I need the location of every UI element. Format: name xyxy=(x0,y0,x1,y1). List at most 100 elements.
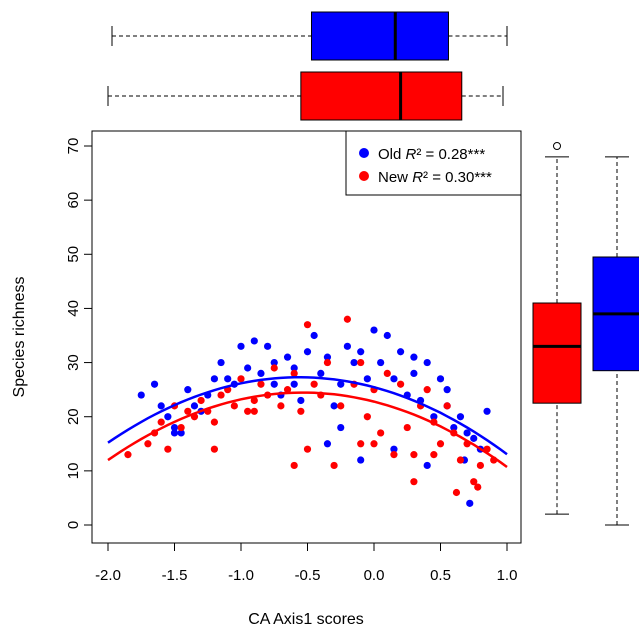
point-old xyxy=(317,369,325,377)
point-new xyxy=(244,407,252,415)
x-axis-title: CA Axis1 scores xyxy=(248,611,364,628)
point-new xyxy=(403,423,411,432)
point-new xyxy=(357,440,365,448)
point-old xyxy=(290,380,298,388)
y-axis-title: Species richness xyxy=(11,277,28,398)
legend-marker-old xyxy=(359,148,369,158)
point-old xyxy=(264,342,272,350)
fit-curve-new xyxy=(107,391,508,469)
point-new xyxy=(124,451,132,459)
legend-label-new: New R² = 0.30*** xyxy=(378,169,492,186)
fit-curve-old xyxy=(107,376,508,456)
point-old xyxy=(410,353,418,361)
point-new xyxy=(423,386,431,394)
point-old xyxy=(337,380,345,388)
point-old xyxy=(224,375,232,383)
point-new xyxy=(290,461,298,470)
point-new xyxy=(197,396,205,405)
box-new xyxy=(300,71,463,121)
fit-curves xyxy=(107,376,508,469)
box-new xyxy=(532,302,582,404)
point-old xyxy=(270,358,278,367)
x-tick-label: 0.5 xyxy=(430,567,451,584)
point-old xyxy=(357,456,365,464)
y-tick-label: 20 xyxy=(65,408,82,425)
point-new xyxy=(410,451,418,459)
point-old xyxy=(190,402,199,410)
point-old xyxy=(330,402,338,410)
point-new xyxy=(476,461,484,470)
point-new xyxy=(144,440,152,448)
point-old xyxy=(470,434,478,442)
point-new xyxy=(277,402,285,410)
point-old xyxy=(463,429,471,437)
point-old xyxy=(137,391,145,399)
x-tick-label: -1.5 xyxy=(162,567,188,584)
point-new xyxy=(337,402,345,410)
legend-marker-new xyxy=(359,171,369,181)
x-axis: -2.0 -1.5 -1.0 -0.5 0.0 0.5 1.0 xyxy=(95,542,518,584)
point-old xyxy=(370,326,378,334)
point-old xyxy=(303,348,312,356)
box-old xyxy=(310,11,449,61)
point-new xyxy=(443,402,451,410)
point-new xyxy=(470,478,478,486)
point-old xyxy=(450,423,458,432)
point-new xyxy=(303,445,312,453)
y-tick-label: 70 xyxy=(65,138,82,155)
x-tick-label: 0.0 xyxy=(364,567,385,584)
x-marginal-boxplots xyxy=(107,11,508,121)
point-old xyxy=(177,429,185,437)
point-old xyxy=(323,440,332,448)
point-new xyxy=(383,369,391,377)
point-old xyxy=(350,358,358,367)
x-tick-label: -1.0 xyxy=(228,567,254,584)
point-old xyxy=(164,413,172,421)
point-old xyxy=(283,353,292,361)
point-new xyxy=(343,315,351,323)
point-new xyxy=(377,429,385,437)
point-new xyxy=(410,478,418,486)
point-new xyxy=(474,483,482,491)
point-old xyxy=(443,386,451,394)
point-old xyxy=(423,461,431,470)
point-new xyxy=(290,369,298,377)
point-old xyxy=(297,396,305,405)
point-old xyxy=(363,375,371,383)
point-old xyxy=(150,380,159,388)
point-new xyxy=(230,402,238,410)
point-old xyxy=(390,445,398,453)
y-tick-label: 40 xyxy=(65,300,82,317)
point-new xyxy=(177,423,185,432)
point-new xyxy=(323,358,332,367)
point-old xyxy=(466,499,474,507)
point-new xyxy=(357,358,365,367)
legend-box xyxy=(345,130,522,196)
point-old xyxy=(217,358,225,367)
point-new xyxy=(397,380,405,388)
point-old xyxy=(170,423,179,432)
point-old xyxy=(210,375,218,383)
y-tick-label: 60 xyxy=(65,192,82,209)
point-new xyxy=(390,451,398,459)
point-new xyxy=(436,440,445,448)
point-old xyxy=(270,380,278,388)
point-old xyxy=(357,348,365,356)
point-new xyxy=(270,364,278,372)
point-old xyxy=(250,337,258,345)
point-new xyxy=(297,407,305,415)
y-tick-label: 50 xyxy=(65,246,82,263)
x-tick-label: 1.0 xyxy=(497,567,518,584)
point-old xyxy=(456,413,465,421)
point-new xyxy=(164,445,172,453)
outlier-new xyxy=(553,142,561,150)
y-tick-label: 10 xyxy=(65,463,82,480)
point-new xyxy=(310,380,318,388)
legend: Old R² = 0.28*** New R² = 0.30*** xyxy=(345,130,522,196)
point-new xyxy=(430,451,438,459)
point-new xyxy=(217,391,225,399)
point-new xyxy=(456,456,465,464)
x-tick-label: -2.0 xyxy=(95,567,121,584)
y-marginal-boxplots xyxy=(532,142,639,526)
